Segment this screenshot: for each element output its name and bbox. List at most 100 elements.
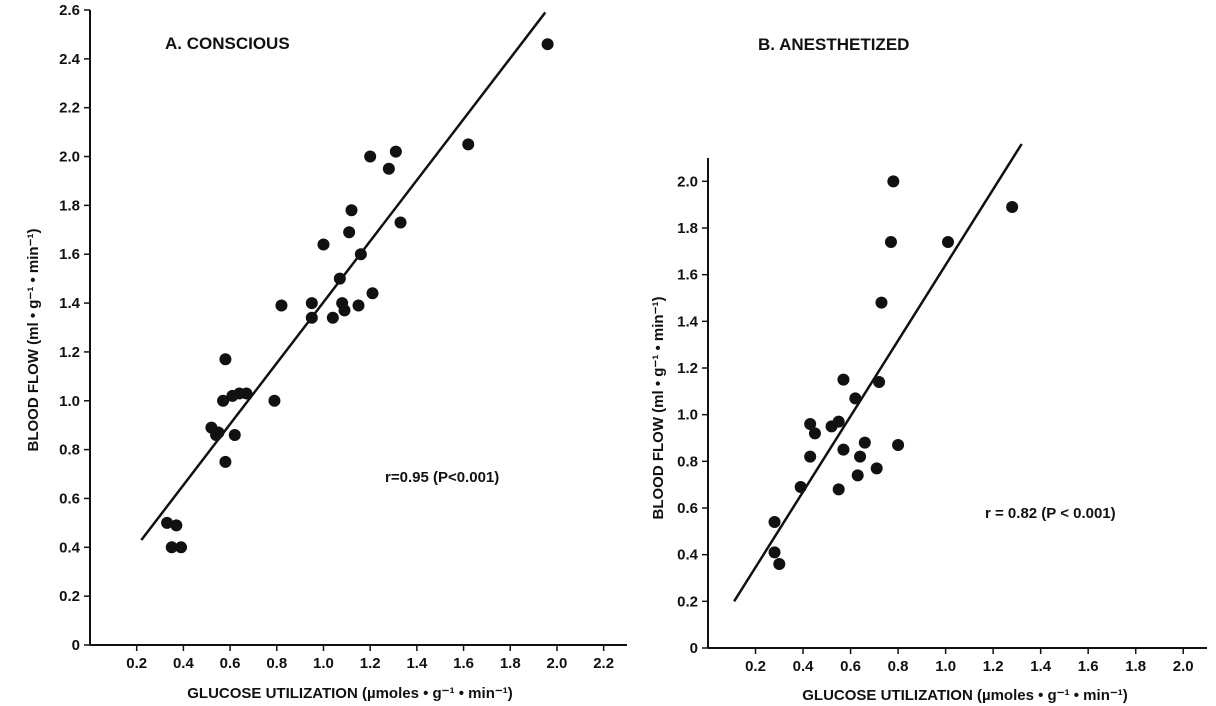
y-axis-title: BLOOD FLOW (ml • g⁻¹ • min⁻¹)	[25, 229, 42, 452]
data-point	[892, 439, 905, 451]
panel-b-anesthetized: B. ANESTHETIZED GLUCOSE UTILIZATION (µmo…	[650, 35, 1207, 704]
y-tick-label: 0.4	[59, 539, 81, 556]
y-tick-label: 0.6	[59, 490, 80, 507]
data-point	[275, 299, 288, 312]
x-tick-label: 0.4	[173, 655, 195, 672]
x-tick-label: 2.2	[593, 655, 614, 672]
x-tick-label: 2.0	[547, 655, 568, 672]
data-point	[858, 436, 871, 449]
y-tick-label: 1.6	[59, 246, 80, 263]
data-point	[217, 394, 230, 407]
data-point	[768, 546, 781, 559]
panel-title: B. ANESTHETIZED	[758, 35, 909, 54]
correlation-annotation: r = 0.82 (P < 0.001)	[985, 505, 1116, 522]
data-point	[1006, 201, 1019, 213]
y-tick-label: 1.2	[677, 360, 698, 377]
data-point	[873, 376, 886, 388]
data-point	[794, 481, 807, 493]
x-tick-label: 0.2	[126, 655, 147, 672]
y-tick-label: 0.8	[677, 453, 698, 470]
regression-line	[733, 143, 1023, 602]
data-point	[462, 138, 475, 151]
data-point	[317, 238, 330, 251]
y-tick-label: 2.0	[59, 149, 80, 166]
data-point	[354, 248, 367, 261]
data-point	[849, 392, 862, 405]
x-tick-label: 0.6	[220, 655, 241, 672]
data-point	[875, 296, 888, 309]
correlation-annotation: r=0.95 (P<0.001)	[385, 469, 499, 486]
x-tick-label: 1.6	[453, 655, 474, 672]
data-point	[345, 204, 358, 217]
data-point	[804, 418, 817, 430]
data-point	[837, 443, 850, 456]
y-tick-label: 1.0	[59, 393, 80, 410]
y-tick-label: 0.4	[677, 547, 699, 564]
y-tick-label: 1.8	[59, 197, 80, 214]
data-point	[832, 415, 845, 428]
data-point	[851, 469, 864, 482]
data-point	[210, 428, 223, 441]
data-point	[854, 450, 867, 463]
data-point	[240, 387, 253, 400]
y-tick-label: 1.8	[677, 220, 698, 237]
x-tick-label: 1.8	[500, 655, 521, 672]
data-point	[366, 287, 379, 300]
y-tick-label: 0.6	[677, 500, 698, 517]
x-tick-label: 0.8	[888, 658, 909, 675]
data-point	[364, 150, 377, 163]
data-point	[343, 226, 356, 239]
data-point	[884, 236, 897, 248]
data-point	[941, 236, 954, 248]
y-tick-label: 2.4	[59, 51, 81, 68]
x-tick-label: 2.0	[1173, 658, 1194, 675]
x-tick-label: 0.4	[793, 658, 815, 675]
data-point	[170, 519, 183, 532]
x-tick-label: 1.4	[406, 655, 428, 672]
data-point	[382, 162, 395, 175]
x-tick-label: 1.2	[360, 655, 381, 672]
y-tick-label: 1.0	[677, 407, 698, 424]
data-point	[161, 516, 174, 529]
y-tick-label: 2.2	[59, 100, 80, 117]
x-tick-label: 1.2	[983, 658, 1004, 675]
data-point	[165, 541, 178, 554]
y-tick-label: 1.2	[59, 344, 80, 361]
x-tick-label: 1.6	[1078, 658, 1099, 675]
x-tick-label: 1.0	[935, 658, 956, 675]
data-point	[768, 516, 781, 528]
y-tick-label: 0	[690, 640, 698, 657]
x-axis-title: GLUCOSE UTILIZATION (µmoles • g⁻¹ • min⁻…	[187, 685, 513, 702]
x-tick-label: 0.8	[266, 655, 287, 672]
y-tick-label: 0.8	[59, 442, 80, 459]
x-tick-label: 1.0	[313, 655, 334, 672]
data-point	[175, 541, 188, 554]
data-point	[389, 145, 402, 158]
data-point	[338, 304, 351, 317]
data-point	[228, 428, 241, 441]
x-tick-label: 1.4	[1030, 658, 1052, 675]
y-tick-label: 1.4	[677, 313, 699, 330]
x-tick-label: 0.2	[745, 658, 766, 675]
data-point	[394, 216, 407, 229]
x-tick-label: 1.8	[1125, 658, 1146, 675]
panel-a-conscious: A. CONSCIOUS GLUCOSE UTILIZATION (µmoles…	[25, 2, 627, 702]
data-point	[305, 311, 318, 324]
y-tick-label: 0.2	[677, 593, 698, 610]
data-point	[305, 297, 318, 310]
data-point	[326, 311, 339, 324]
y-tick-label: 1.6	[677, 267, 698, 284]
data-point	[219, 455, 232, 468]
data-point	[352, 299, 365, 312]
data-point	[808, 427, 821, 440]
data-point	[804, 450, 817, 463]
data-point	[268, 394, 281, 407]
y-tick-label: 2.6	[59, 2, 80, 19]
x-axis-title: GLUCOSE UTILIZATION (µmoles • g⁻¹ • min⁻…	[802, 687, 1128, 704]
data-point	[870, 462, 883, 475]
panel-title: A. CONSCIOUS	[165, 34, 290, 53]
y-tick-label: 1.4	[59, 295, 81, 312]
data-point	[887, 175, 900, 188]
data-point	[773, 558, 786, 570]
